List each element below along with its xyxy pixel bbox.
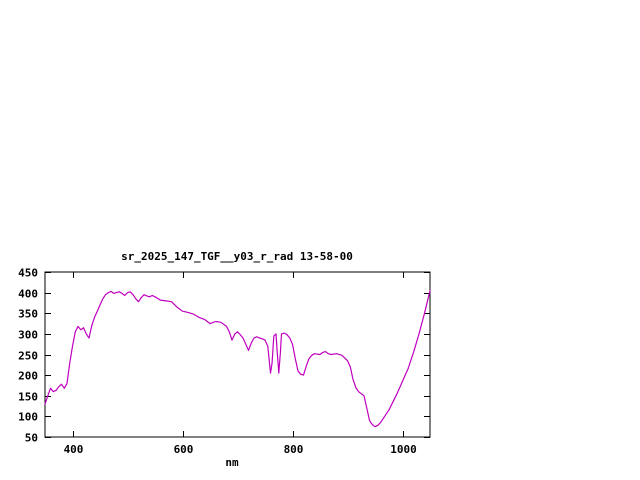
x-axis-label: nm xyxy=(225,456,239,469)
y-tick-label: 300 xyxy=(18,329,38,342)
x-tick-label: 1000 xyxy=(390,443,417,456)
y-tick-label: 50 xyxy=(25,432,38,445)
y-tick-label: 250 xyxy=(18,350,38,363)
y-tick-label: 200 xyxy=(18,370,38,383)
y-tick-label: 450 xyxy=(18,267,38,280)
x-tick-label: 800 xyxy=(284,443,304,456)
x-tick-label: 600 xyxy=(174,443,194,456)
y-tick-label: 100 xyxy=(18,411,38,424)
y-tick-label: 350 xyxy=(18,308,38,321)
chart-title: sr_2025_147_TGF__y03_r_rad 13-58-00 xyxy=(121,250,353,263)
spectrum-line xyxy=(44,290,431,428)
x-tick-label: 400 xyxy=(64,443,84,456)
y-tick-label: 400 xyxy=(18,288,38,301)
y-tick-label: 150 xyxy=(18,391,38,404)
plot-border xyxy=(44,271,431,438)
